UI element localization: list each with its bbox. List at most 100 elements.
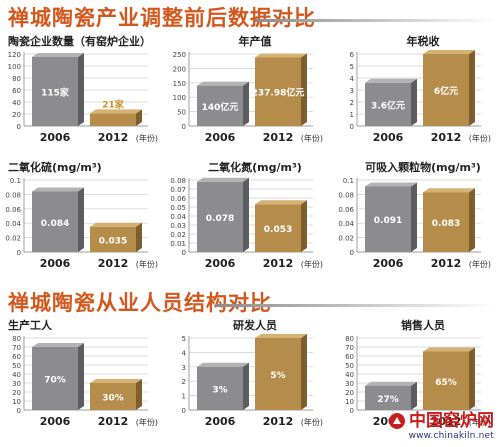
x-category-label: 2006 [205, 415, 236, 428]
bar-2006 [32, 347, 78, 410]
kiln-logo-icon [389, 413, 405, 430]
x-unit-note: (年份) [469, 133, 491, 143]
watermark-name: 中国窑炉网 [409, 411, 494, 432]
data-label: 0.091 [374, 216, 402, 226]
bar-2012 [423, 54, 469, 126]
y-tick-label: 100 [8, 63, 21, 71]
bar-side [78, 187, 84, 252]
chart-title: 年产值 [239, 34, 272, 48]
y-tick-label: 0.04 [170, 213, 186, 221]
data-label: 115家 [41, 87, 70, 99]
x-unit-note: (年份) [136, 133, 158, 143]
bar-2012 [90, 226, 136, 252]
y-tick-label: 0 [17, 407, 21, 415]
y-tick-label: 0.07 [170, 186, 186, 194]
data-label: 5% [270, 371, 285, 381]
y-tick-label: 0.1 [10, 177, 21, 185]
y-tick-label: 10 [12, 398, 21, 406]
bar-side [136, 222, 142, 252]
x-unit-note: (年份) [469, 417, 491, 427]
y-tick-label: 200 [173, 65, 186, 73]
x-unit-note: (年份) [301, 417, 323, 427]
bar-chart-2: 年税收 0 1 2 3 4 5 6 3.6亿元 2006 6亿元 2012 (年份) [350, 34, 491, 144]
data-label: 30% [102, 394, 124, 404]
y-tick-label: 50 [177, 109, 186, 117]
y-tick-label: 0 [182, 249, 186, 257]
chart-title: 生产工人 [8, 318, 53, 332]
data-label: 27% [377, 395, 399, 405]
y-tick-label: 0.05 [170, 204, 186, 212]
y-tick-label: 0.08 [338, 191, 354, 199]
bar-top [197, 177, 249, 182]
y-tick-label: 6 [350, 51, 355, 59]
x-category-label: 2012 [431, 257, 462, 270]
y-tick-label: 0 [350, 407, 354, 415]
y-tick-label: 4 [182, 349, 187, 357]
bar-side [469, 347, 475, 410]
data-label: 140亿元 [202, 101, 239, 113]
data-label: 21家 [102, 98, 125, 110]
section-divider-workforce [215, 304, 495, 307]
y-tick-label: 60 [345, 353, 354, 361]
bar-top [197, 81, 249, 86]
bar-2012 [90, 113, 136, 126]
bar-2006 [197, 366, 243, 410]
data-label: 0.035 [99, 236, 127, 246]
bar-2006 [32, 57, 78, 126]
y-tick-label: 100 [173, 94, 186, 102]
x-unit-note: (年份) [469, 259, 491, 269]
y-tick-label: 120 [8, 51, 21, 59]
bar-top [90, 222, 142, 227]
x-category-label: 2012 [263, 415, 294, 428]
data-label: 0.078 [206, 214, 234, 224]
y-tick-label: 250 [173, 51, 186, 59]
x-category-label: 2012 [98, 415, 129, 428]
y-tick-label: 50 [12, 362, 21, 370]
bar-chart-0: 陶瓷企业数量（有窑炉企业） 0 20 40 60 80 100 120 115家 2006 21家 2… [8, 34, 158, 144]
y-tick-label: 0.1 [343, 177, 354, 185]
bar-side [411, 381, 417, 410]
bar-side [411, 78, 417, 126]
data-label: 237.98亿元 [252, 87, 305, 99]
bar-side [78, 343, 84, 410]
y-tick-label: 40 [345, 371, 354, 379]
x-category-label: 2012 [263, 257, 294, 270]
y-tick-label: 0 [17, 249, 21, 257]
y-tick-label: 80 [12, 75, 21, 83]
y-tick-label: 60 [12, 87, 21, 95]
bar-side [469, 50, 475, 126]
x-category-label: 2012 [431, 415, 462, 428]
section-title-workforce: 禅城陶瓷从业人员结构对比 [8, 291, 272, 315]
data-label: 0.083 [432, 219, 460, 229]
watermark: 中国窑炉网 www.chinakiln.net [388, 412, 494, 441]
y-tick-label: 0.08 [170, 177, 186, 185]
y-tick-label: 0.04 [338, 220, 354, 228]
y-tick-label: 20 [12, 111, 21, 119]
bar-2012 [90, 383, 136, 410]
data-label: 65% [435, 378, 457, 388]
y-tick-label: 0.01 [170, 240, 186, 248]
bar-2012 [255, 204, 301, 252]
data-label: 0.084 [41, 219, 69, 229]
y-tick-label: 3 [182, 364, 186, 372]
bar-2006 [365, 385, 411, 410]
y-tick-label: 0.06 [338, 206, 354, 214]
y-tick-label: 0.06 [170, 195, 186, 203]
chart-title: 研发人员 [233, 318, 277, 332]
y-tick-label: 0.04 [5, 220, 21, 228]
chart-title: 可吸入颗粒物(mg/m³) [365, 160, 481, 174]
bar-2012 [255, 57, 301, 126]
chart-title: 陶瓷企业数量（有窑炉企业） [8, 34, 151, 48]
watermark-url: www.chinakiln.net [408, 431, 494, 441]
y-tick-label: 0 [17, 123, 21, 131]
bar-side [411, 182, 417, 252]
y-tick-label: 80 [12, 335, 21, 343]
bar-2006 [365, 82, 411, 126]
x-unit-note: (年份) [301, 259, 323, 269]
data-label: 0.053 [264, 225, 292, 235]
bar-side [136, 109, 142, 126]
data-label: 6亿元 [434, 85, 458, 97]
x-unit-note: (年份) [136, 259, 158, 269]
bar-top [255, 334, 307, 338]
